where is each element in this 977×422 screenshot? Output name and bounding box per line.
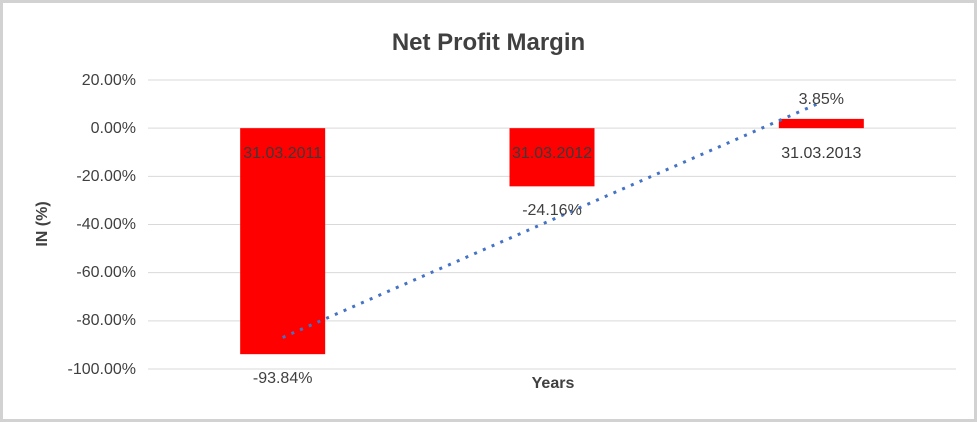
data-label: -24.16% — [522, 202, 582, 220]
category-label: 31.03.2013 — [781, 145, 862, 163]
category-label: 31.03.2012 — [511, 145, 593, 163]
category-label: 31.03.2011 — [243, 145, 323, 163]
y-axis-tick-label: -100.00% — [67, 360, 137, 378]
plot-area — [148, 79, 956, 370]
bar-31.03.2011[interactable] — [240, 128, 326, 355]
y-axis-tick-label: -20.00% — [76, 167, 136, 185]
y-axis-tick-label: -60.00% — [76, 264, 136, 282]
data-label: -93.84% — [252, 370, 313, 388]
chart-title: Net Profit Margin — [391, 29, 586, 56]
trendline[interactable] — [282, 100, 822, 339]
data-label: 3.85% — [798, 90, 845, 108]
y-axis-tick-label: 20.00% — [81, 71, 136, 89]
bar-31.03.2012[interactable] — [509, 128, 595, 187]
y-axis-tick-label: 0.00% — [90, 119, 136, 137]
y-axis-tick-label: -40.00% — [76, 216, 136, 233]
bar-31.03.2013[interactable] — [778, 118, 864, 129]
x-axis-title: Years — [531, 375, 575, 392]
y-axis-tick-label: -80.00% — [76, 312, 136, 330]
